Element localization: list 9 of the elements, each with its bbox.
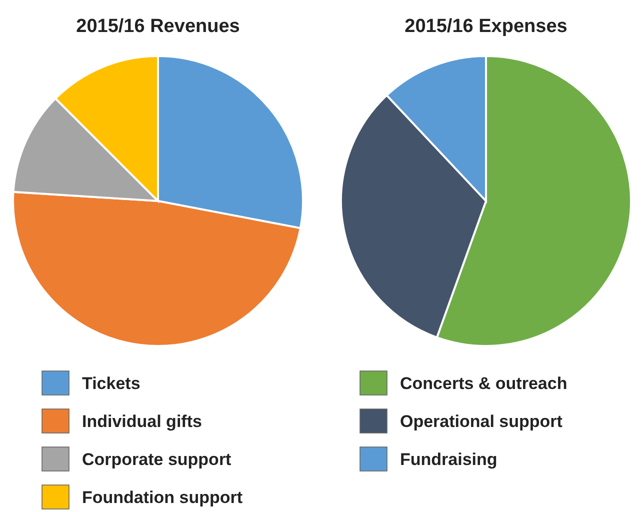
legend-label: Fundraising [400, 450, 498, 469]
legend-label: Concerts & outreach [400, 374, 568, 393]
legend-label: Corporate support [82, 450, 232, 469]
chart-title: 2015/16 Expenses [404, 16, 568, 37]
chart-title: 2015/16 Revenues [76, 16, 240, 37]
legend-label: Tickets [82, 374, 140, 393]
legend-label: Operational support [400, 412, 563, 431]
legend-label: Foundation support [82, 488, 243, 507]
legend-label: Individual gifts [82, 412, 202, 431]
